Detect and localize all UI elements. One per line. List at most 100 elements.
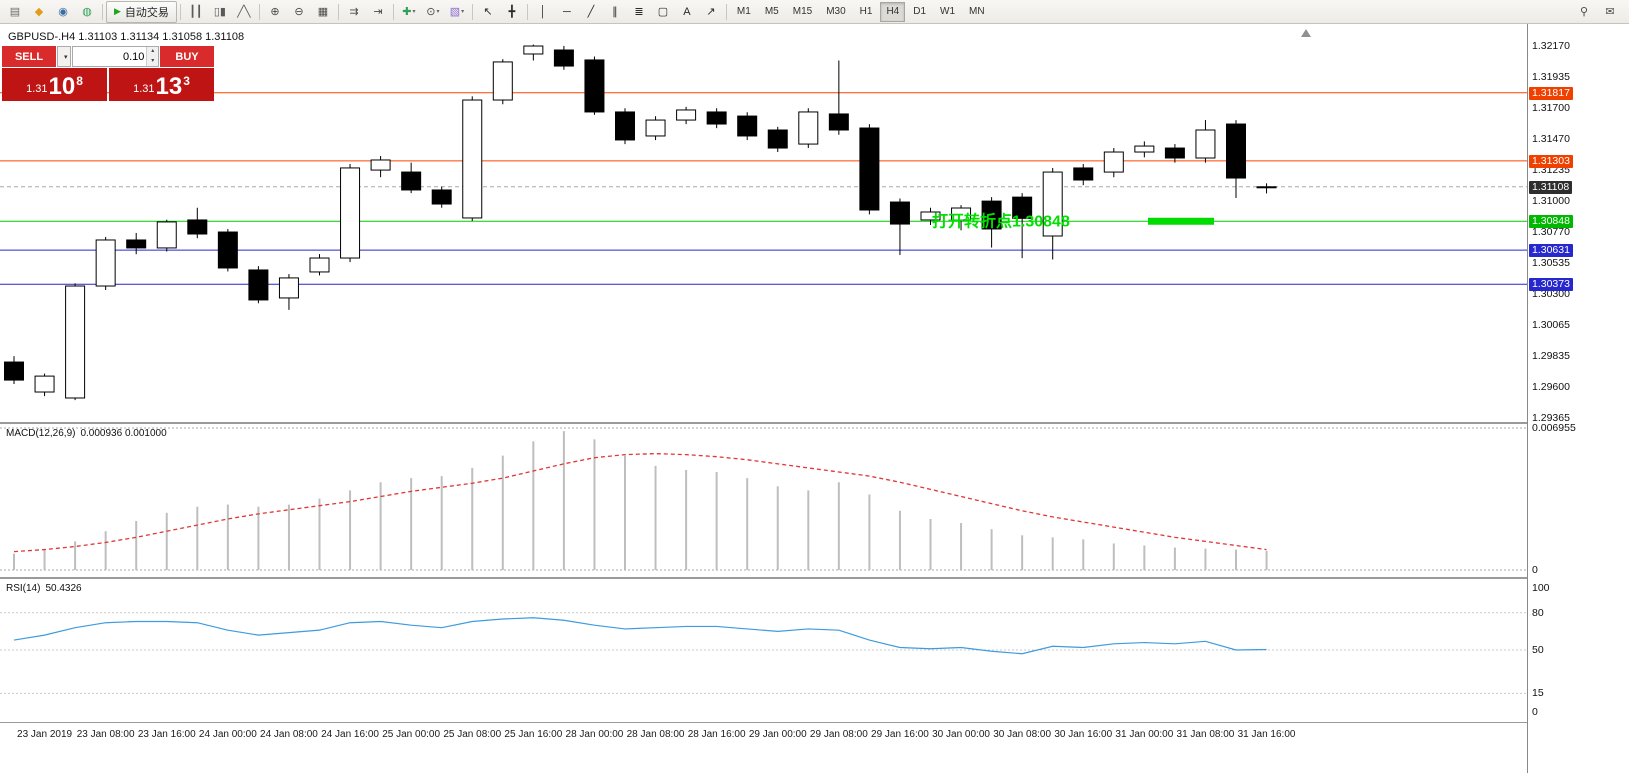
autotrading-label: 自动交易 [124, 6, 169, 19]
chart-shift-icon[interactable]: ⇥ [373, 6, 383, 18]
periods-icon[interactable]: ⊙ ▾ [426, 6, 440, 18]
price-axis[interactable]: 1.32170 1.31935 1.31700 1.31470 1.31235 1.310… [1527, 24, 1629, 773]
candle [278, 274, 299, 310]
price-tick: 1.30065 [1532, 319, 1570, 332]
price-tick: 15 [1532, 687, 1544, 700]
price-badge: 1.31108 [1529, 180, 1573, 194]
community-icon[interactable]: ◍ [82, 6, 92, 18]
price-tick: 1.31935 [1532, 71, 1570, 84]
trend-annotation-text[interactable]: 打开转折点1.30848 [932, 211, 1070, 230]
timeframe-button-h1[interactable]: H1 [859, 6, 873, 17]
candle [401, 162, 422, 194]
crosshair-icon[interactable]: ╋ [508, 6, 516, 18]
time-axis[interactable]: 23 Jan 2019 23 Jan 08:00 23 Jan 16:00 24 Ja… [0, 723, 1527, 773]
rsi-chart[interactable] [0, 579, 1527, 722]
line-chart-icon[interactable]: ╱╲ [237, 6, 251, 18]
timeframe-button-m30[interactable]: M30 [826, 6, 846, 17]
text-icon[interactable]: A [683, 5, 691, 18]
timeframe-button-m5[interactable]: M5 [764, 6, 779, 17]
horizontal-line-icon[interactable]: ─ [563, 5, 571, 18]
macd-chart[interactable] [0, 424, 1527, 577]
time-label: 23 Jan 08:00 [76, 729, 135, 740]
sell-price-display[interactable]: 1.31 10 8 [2, 68, 107, 101]
toolbar-separator [725, 3, 727, 20]
help-icon[interactable]: ◉ [58, 6, 68, 18]
price-tick: 1.29600 [1532, 380, 1570, 393]
timeframe-button-m1[interactable]: M1 [736, 6, 751, 17]
volume-step-up-icon[interactable]: ▴ [147, 47, 158, 57]
candle [615, 108, 635, 145]
rsi-panel[interactable]: RSI(14) 50.4326 [0, 579, 1527, 722]
time-label: 28 Jan 08:00 [626, 729, 685, 740]
price-tick: 1.29365 [1532, 412, 1570, 425]
time-label: 30 Jan 08:00 [993, 729, 1052, 740]
time-label: 31 Jan 00:00 [1115, 729, 1174, 740]
volume-input[interactable] [73, 47, 147, 66]
panel-divider[interactable] [0, 422, 1629, 424]
candle [1164, 144, 1185, 163]
candle [1012, 193, 1033, 259]
buy-button[interactable]: BUY [160, 46, 214, 67]
templates-icon[interactable]: ▧ ▾ [449, 6, 465, 18]
candle [676, 106, 697, 125]
chevron-down-icon: ▾ [412, 9, 416, 15]
timeframe-button-m15[interactable]: M15 [792, 6, 813, 17]
candle [706, 108, 727, 129]
price-tick: 1.30535 [1532, 256, 1570, 269]
channel-icon[interactable]: ∥ [612, 6, 618, 18]
candle [1073, 163, 1094, 186]
vertical-line-icon[interactable]: │ [539, 5, 547, 18]
candle [370, 156, 391, 178]
toolbar-separator [392, 3, 394, 20]
price-badge: 1.30631 [1529, 244, 1573, 258]
autotrading-button[interactable]: ▶ 自动交易 [106, 0, 177, 23]
candle [584, 56, 605, 115]
toolbar-separator [102, 3, 103, 20]
buy-price-display[interactable]: 1.31 13 3 [109, 68, 214, 101]
trendline-icon[interactable]: ╱ [587, 6, 595, 18]
messages-icon[interactable]: ✉ [1605, 6, 1615, 18]
metaeditor-icon[interactable]: ◆ [34, 6, 44, 18]
candlestick-chart-icon[interactable]: ▯▮ [213, 6, 226, 18]
candle [65, 283, 86, 401]
candle [737, 112, 758, 141]
chevron-down-icon: ▾ [436, 9, 440, 15]
zoom-out-icon[interactable]: ⊖ [294, 6, 304, 18]
cursor-icon[interactable]: ↖ [483, 6, 493, 18]
arrows-icon[interactable]: ↗ [706, 6, 716, 18]
candle [889, 198, 910, 255]
tile-windows-icon[interactable]: ▦ [317, 6, 329, 18]
shapes-icon[interactable]: ▢ [657, 6, 669, 18]
toolbar-separator [258, 3, 260, 20]
macd-panel[interactable]: MACD(12,26,9) 0.000936 0.001000 [0, 424, 1527, 577]
timeframe-button-d1[interactable]: D1 [913, 6, 927, 17]
candle [1256, 183, 1277, 194]
timeframe-button-w1[interactable]: W1 [940, 6, 956, 17]
new-order-icon[interactable]: ▤ [9, 6, 21, 18]
volume-step-down-icon[interactable]: ▾ [147, 56, 158, 66]
candlestick-chart[interactable]: 打开转折点1.30848 [0, 24, 1527, 422]
candle [553, 45, 574, 70]
chart-shift-marker-icon[interactable] [1301, 29, 1311, 37]
indicators-icon[interactable]: ✚ ▾ [402, 6, 416, 18]
timeframe-button-h4[interactable]: H4 [880, 1, 906, 22]
one-click-trade-panel: SELL ▾ ▴ ▾ BUY 1.31 10 8 [2, 46, 214, 101]
price-tick: 1.29835 [1532, 349, 1570, 362]
candle [309, 254, 330, 276]
main-chart-panel[interactable]: 打开转折点1.30848 GBPUSD-.H4 1.31103 1.31134 … [0, 24, 1527, 422]
toolbar-separator [337, 3, 339, 20]
rsi-line [13, 617, 1267, 655]
macd-signal-line [13, 452, 1267, 553]
timeframe-button-mn[interactable]: MN [969, 6, 985, 17]
fibonacci-icon[interactable]: ≣ [634, 6, 644, 18]
rsi-label: RSI(14) 50.4326 [6, 583, 82, 594]
search-icon[interactable]: ⚲ [1579, 6, 1589, 18]
price-tick: 1.31470 [1532, 132, 1570, 145]
candle [767, 126, 788, 153]
volume-dropdown-caret[interactable]: ▾ [57, 46, 71, 67]
auto-scroll-icon[interactable]: ⇉ [349, 6, 359, 18]
panel-divider[interactable] [0, 577, 1629, 579]
zoom-in-icon[interactable]: ⊕ [270, 6, 280, 18]
bar-chart-icon[interactable]: ┃┃ [189, 6, 203, 18]
sell-button[interactable]: SELL [2, 46, 56, 67]
